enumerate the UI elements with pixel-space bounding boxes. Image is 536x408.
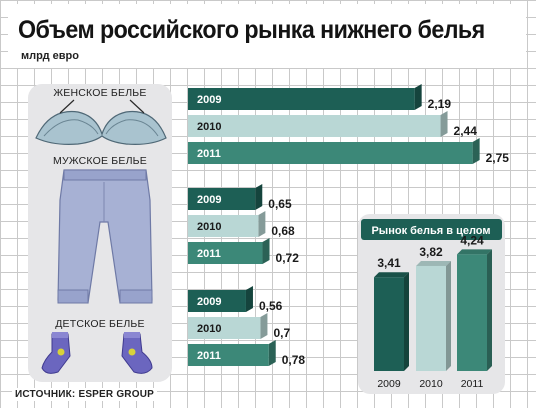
bar-side xyxy=(440,111,448,137)
total-title: Рынок белья в целом xyxy=(371,225,490,237)
value-label: 0,65 xyxy=(268,197,292,211)
bar-year-label: 2011 xyxy=(197,148,221,160)
column-year-label: 2011 xyxy=(461,378,484,390)
bar-side xyxy=(472,138,480,164)
bar-year-label: 2010 xyxy=(197,221,221,233)
value-label: 0,68 xyxy=(271,224,295,238)
pants-icon xyxy=(57,169,153,304)
value-label: 0,72 xyxy=(276,251,300,265)
column-side xyxy=(446,260,451,371)
column-top xyxy=(416,260,451,266)
column-year-label: 2009 xyxy=(377,378,401,390)
value-label: 2,19 xyxy=(428,97,452,111)
column-side xyxy=(487,249,492,371)
column-value-label: 4,24 xyxy=(460,233,484,247)
bar-side xyxy=(245,286,253,312)
column-value-label: 3,41 xyxy=(377,256,401,270)
bar-year-label: 2009 xyxy=(197,296,221,308)
bar-side xyxy=(260,313,268,339)
bar-year-label: 2009 xyxy=(197,194,221,206)
chart-title: Объем российского рынка нижнего белья xyxy=(18,16,485,44)
category-label-kids: ДЕТСКОЕ БЕЛЬЕ xyxy=(55,318,145,330)
category-label-men: МУЖСКОЕ БЕЛЬЕ xyxy=(53,155,147,167)
value-label: 2,75 xyxy=(486,151,510,165)
column-side xyxy=(404,272,409,371)
bar-2010 xyxy=(188,317,261,339)
column-value-label: 3,82 xyxy=(419,245,443,259)
bar-side xyxy=(262,238,270,264)
column-2009 xyxy=(374,277,404,371)
bar-side xyxy=(255,184,263,210)
bar-year-label: 2009 xyxy=(197,94,221,106)
socks-icon xyxy=(41,332,153,374)
column-year-label: 2010 xyxy=(419,378,443,390)
bar-side xyxy=(414,84,422,110)
bar-year-label: 2011 xyxy=(197,248,221,260)
bar-year-label: 2011 xyxy=(197,350,221,362)
bar-2011 xyxy=(188,142,473,164)
bar-2011 xyxy=(188,344,269,366)
bar-year-label: 2010 xyxy=(197,121,221,133)
bar-2009 xyxy=(188,88,415,110)
bar-year-label: 2010 xyxy=(197,323,221,335)
category-label-women: ЖЕНСКОЕ БЕЛЬЕ xyxy=(53,87,147,99)
bar-2010 xyxy=(188,215,259,237)
value-label: 2,44 xyxy=(454,124,478,138)
bra-icon xyxy=(35,99,167,145)
bar-2011 xyxy=(188,242,263,264)
unit-label: млрд евро xyxy=(21,50,79,62)
bar-side xyxy=(258,211,266,237)
value-label: 0,7 xyxy=(273,326,290,340)
total-title-banner xyxy=(361,219,502,240)
value-label: 0,78 xyxy=(282,353,306,367)
bar-2009 xyxy=(188,188,256,210)
column-top xyxy=(457,249,492,255)
bar-side xyxy=(268,340,276,366)
header-panel: Объем российского рынка нижнего белья мл… xyxy=(8,4,526,68)
bar-2010 xyxy=(188,115,441,137)
value-label: 0,56 xyxy=(259,299,283,313)
column-2010 xyxy=(416,265,446,371)
source-note: ИСТОЧНИК: ESPER GROUP xyxy=(12,388,157,401)
column-top xyxy=(374,272,409,278)
bar-2009 xyxy=(188,290,246,312)
column-2011 xyxy=(457,254,487,371)
